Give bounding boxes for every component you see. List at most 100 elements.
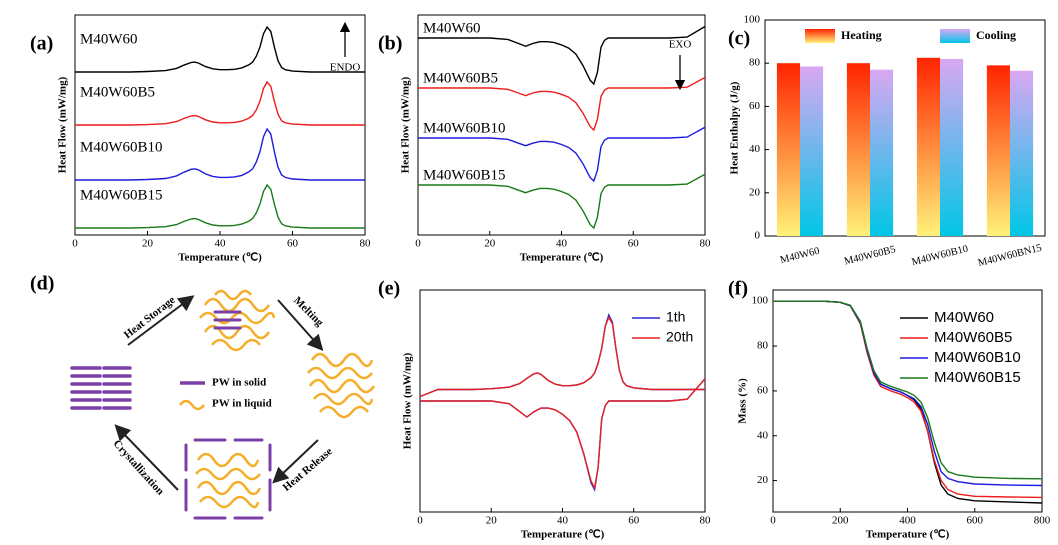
x-tick-label: 0 xyxy=(770,515,776,527)
liquid-right xyxy=(307,352,376,419)
x-tick-label: 60 xyxy=(628,515,640,527)
y-axis-label: Heat Flow (mW/mg) xyxy=(57,76,69,173)
step-label: Heat Storage xyxy=(122,294,178,341)
y-tick-label: 20 xyxy=(749,186,761,198)
x-axis-label: Temperature (℃) xyxy=(520,252,604,264)
bar xyxy=(870,69,894,237)
step-label: Melting xyxy=(291,294,326,329)
x-tick-label: 80 xyxy=(700,238,712,250)
series-line xyxy=(419,315,705,398)
y-tick-label: 40 xyxy=(757,429,769,441)
legend-label: 20th xyxy=(666,329,693,345)
legend-label: M40W60B5 xyxy=(934,329,1012,346)
mixed-top-solid xyxy=(213,310,242,330)
series-line xyxy=(75,80,365,126)
x-tick-label: 40 xyxy=(556,238,568,250)
series-label: M40W60 xyxy=(80,31,138,47)
y-axis-label: Mass (%) xyxy=(737,378,749,424)
x-tick-label: 20 xyxy=(486,515,498,527)
x-tick-label: M40W60B5 xyxy=(843,244,897,267)
y-tick-label: 60 xyxy=(749,100,761,112)
series-line xyxy=(75,25,365,73)
series-label: M40W60B10 xyxy=(423,120,506,136)
y-tick-label: 100 xyxy=(744,14,761,26)
bar xyxy=(776,63,800,237)
x-tick-label: 60 xyxy=(287,238,299,250)
x-tick-label: 800 xyxy=(1034,515,1051,527)
plot-frame xyxy=(764,19,1046,237)
legend-label: M40W60 xyxy=(934,309,994,326)
bar xyxy=(940,58,964,236)
y-axis-label: Heat Flow (mW/mg) xyxy=(402,352,414,449)
x-axis-label: Temperature (℃) xyxy=(178,252,262,264)
cycle-arrows xyxy=(114,295,324,491)
bar xyxy=(1010,70,1034,236)
x-tick-label: 20 xyxy=(142,238,154,250)
legend-swatch xyxy=(805,29,835,43)
y-axis-label: Heat Flow (mW/mg) xyxy=(400,76,412,173)
legend-label: Cooling xyxy=(976,28,1016,42)
y-tick-label: 80 xyxy=(757,340,769,352)
series-label: M40W60 xyxy=(423,20,481,36)
x-tick-label: 20 xyxy=(484,238,496,250)
bar xyxy=(800,66,824,236)
legend-label: M40W60B15 xyxy=(934,369,1021,386)
legend-label: PW in solid xyxy=(212,377,266,389)
crystallizing-bottom xyxy=(184,438,272,520)
x-axis-label: Temperature (℃) xyxy=(521,529,605,541)
bar xyxy=(986,65,1010,236)
x-tick-label: M40W60B10 xyxy=(911,244,970,269)
x-tick-label: 40 xyxy=(557,515,569,527)
x-tick-label: 0 xyxy=(417,515,423,527)
solid-stack xyxy=(70,366,132,410)
series-line xyxy=(75,127,365,181)
x-tick-label: M40W60BN15 xyxy=(977,243,1043,269)
series-line xyxy=(419,313,705,398)
diagram: (d) xyxy=(30,273,376,520)
x-tick-label: M40W60 xyxy=(779,246,821,266)
series-line xyxy=(75,183,365,229)
series-line xyxy=(418,76,706,132)
annotation: EXO xyxy=(669,39,692,51)
panel-label: (c) xyxy=(728,28,750,50)
step-label: Heat Release xyxy=(281,445,335,493)
x-axis-label: Temperature (℃) xyxy=(866,529,950,541)
annotation: ENDO xyxy=(330,62,361,74)
series-label: M40W60B15 xyxy=(423,167,506,183)
series-line xyxy=(418,25,706,86)
y-tick-label: 60 xyxy=(757,384,769,396)
legend-label: Heating xyxy=(841,28,882,42)
panel-label: (f) xyxy=(728,278,748,300)
series-line xyxy=(773,300,1043,480)
x-tick-label: 200 xyxy=(832,515,849,527)
y-tick-label: 0 xyxy=(755,230,761,242)
x-tick-label: 600 xyxy=(967,515,984,527)
series-label: M40W60B10 xyxy=(80,139,163,155)
x-tick-label: 80 xyxy=(700,515,712,527)
x-tick-label: 80 xyxy=(360,238,372,250)
panel-label: (b) xyxy=(378,33,402,55)
panel-label: (a) xyxy=(30,33,53,55)
x-tick-label: 0 xyxy=(415,238,421,250)
y-tick-label: 80 xyxy=(749,57,761,69)
legend-label: PW in liquid xyxy=(212,398,272,410)
y-tick-label: 40 xyxy=(749,143,761,155)
y-tick-label: 20 xyxy=(757,474,769,486)
series-line xyxy=(418,173,706,230)
series-line xyxy=(420,378,706,493)
series-line xyxy=(420,378,706,491)
x-tick-label: 0 xyxy=(72,238,78,250)
x-tick-label: 60 xyxy=(628,238,640,250)
legend-swatch xyxy=(179,399,205,411)
bar xyxy=(846,63,870,237)
series-label: M40W60B5 xyxy=(80,84,155,100)
legend-label: M40W60B10 xyxy=(934,349,1021,366)
series-label: M40W60B5 xyxy=(423,70,498,86)
y-axis-label: Heat Enthalpy (J/g) xyxy=(729,81,741,174)
panel-label: (e) xyxy=(378,278,400,300)
x-tick-label: 40 xyxy=(215,238,227,250)
series-label: M40W60B15 xyxy=(80,187,163,203)
panel-label: (d) xyxy=(30,273,54,295)
legend-swatch xyxy=(940,29,970,43)
